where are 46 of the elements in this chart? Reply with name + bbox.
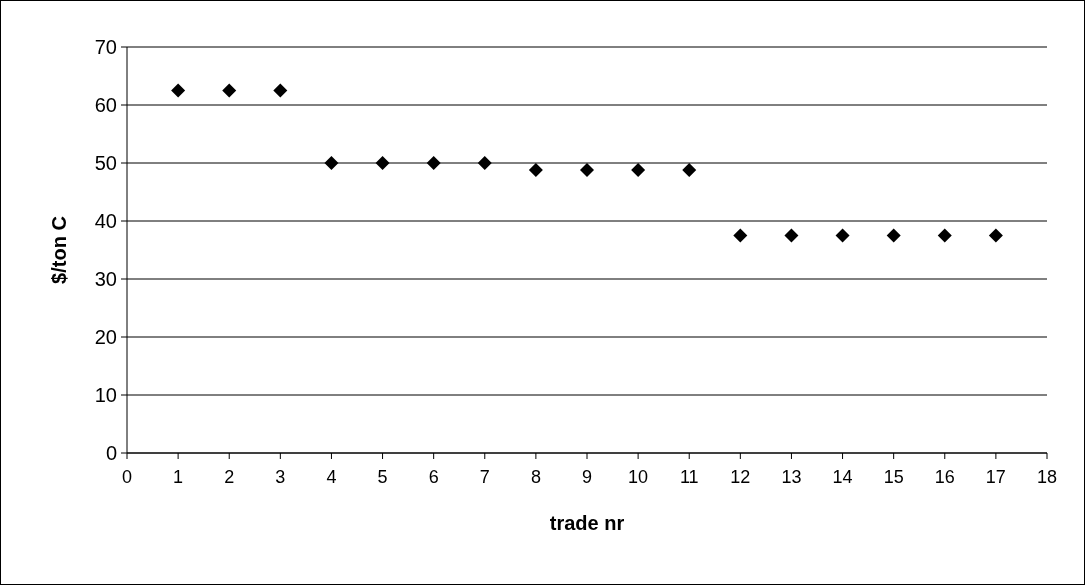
point: [631, 162, 646, 177]
x-tick-label: 7: [479, 467, 490, 487]
x-tick-label: 13: [781, 467, 802, 487]
y-tick-label: 20: [94, 326, 117, 348]
x-tick-label: 0: [121, 467, 133, 487]
y-tick-label: 50: [94, 152, 117, 174]
y-tick-label: 10: [94, 384, 117, 406]
point: [580, 162, 594, 177]
y-tick-label: 60: [94, 94, 117, 116]
point: [477, 156, 492, 170]
x-tick-label: 17: [985, 467, 1006, 487]
x-tick-label: 3: [275, 467, 286, 487]
x-tick-label: 2: [224, 467, 235, 487]
point: [324, 156, 339, 170]
point: [988, 228, 1003, 243]
x-tick-label: 11: [679, 467, 699, 487]
x-axis-title: trade nr: [549, 512, 625, 534]
point: [733, 228, 748, 243]
point: [273, 83, 288, 98]
point: [682, 162, 697, 177]
x-tick-label: 18: [1036, 467, 1058, 487]
point: [375, 156, 390, 170]
x-tick-label: 15: [883, 467, 904, 487]
y-tick-label: 70: [94, 36, 117, 58]
x-tick-label: 10: [628, 467, 649, 487]
x-tick-label: 6: [428, 467, 439, 487]
point: [222, 83, 237, 98]
point: [937, 228, 952, 243]
y-tick-label: 0: [105, 442, 117, 464]
x-tick-label: 14: [832, 467, 853, 487]
x-tick-label: 9: [581, 467, 593, 487]
point: [784, 228, 799, 243]
point: [426, 156, 441, 170]
point: [835, 228, 850, 243]
y-axis-title: $/ton C: [48, 216, 70, 284]
point: [528, 162, 543, 177]
x-tick-label: 12: [730, 467, 751, 487]
point: [171, 83, 186, 98]
x-tick-label: 16: [934, 467, 955, 487]
x-tick-label: 4: [326, 467, 337, 487]
y-tick-label: 30: [94, 268, 117, 290]
point: [886, 228, 901, 243]
y-tick-label: 40: [94, 210, 117, 232]
x-tick-label: 1: [173, 467, 184, 487]
x-tick-label: 5: [377, 467, 388, 487]
x-tick-label: 8: [530, 467, 541, 487]
